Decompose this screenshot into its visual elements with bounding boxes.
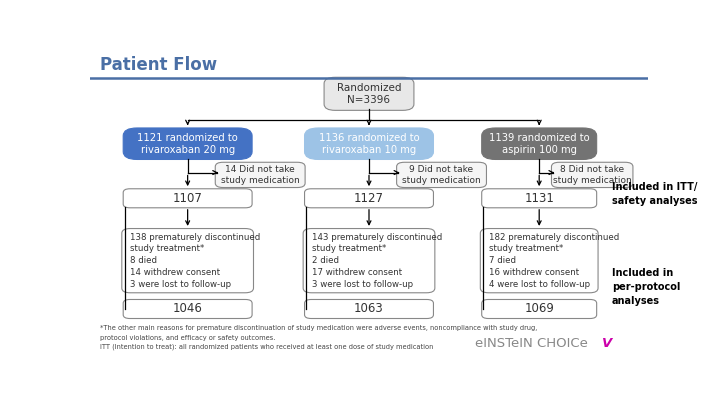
- Text: 1136 randomized to
rivaroxaban 10 mg: 1136 randomized to rivaroxaban 10 mg: [319, 133, 419, 155]
- Text: V: V: [602, 337, 613, 350]
- Text: *The other main reasons for premature discontinuation of study medication were a: *The other main reasons for premature di…: [100, 325, 537, 331]
- Text: 1046: 1046: [173, 303, 202, 315]
- FancyBboxPatch shape: [324, 77, 414, 110]
- Text: eINSTeIN CHOICe: eINSTeIN CHOICe: [475, 337, 588, 350]
- FancyBboxPatch shape: [123, 128, 252, 160]
- FancyBboxPatch shape: [122, 228, 253, 293]
- Text: Patient Flow: Patient Flow: [100, 56, 217, 75]
- Text: 9 Did not take
study medication: 9 Did not take study medication: [402, 165, 481, 185]
- Text: 1063: 1063: [354, 303, 384, 315]
- Text: 138 prematurely discontinued
study treatment*
8 died
14 withdrew consent
3 were : 138 prematurely discontinued study treat…: [130, 232, 261, 289]
- Text: 14 Did not take
study medication: 14 Did not take study medication: [221, 165, 300, 185]
- Text: 1121 randomized to
rivaroxaban 20 mg: 1121 randomized to rivaroxaban 20 mg: [138, 133, 238, 155]
- Text: 1127: 1127: [354, 192, 384, 205]
- Text: Randomized
N=3396: Randomized N=3396: [337, 83, 401, 104]
- Text: 1107: 1107: [173, 192, 202, 205]
- FancyBboxPatch shape: [123, 299, 252, 318]
- FancyBboxPatch shape: [305, 189, 433, 208]
- Text: Included in ITT/
safety analyses: Included in ITT/ safety analyses: [612, 181, 697, 206]
- FancyBboxPatch shape: [482, 189, 597, 208]
- FancyBboxPatch shape: [123, 189, 252, 208]
- FancyBboxPatch shape: [482, 299, 597, 318]
- Text: 8 Did not take
study medication: 8 Did not take study medication: [553, 165, 631, 185]
- FancyBboxPatch shape: [480, 228, 598, 293]
- Text: 1131: 1131: [524, 192, 554, 205]
- FancyBboxPatch shape: [482, 128, 597, 160]
- Text: 182 prematurely discontinued
study treatment*
7 died
16 withdrew consent
4 were : 182 prematurely discontinued study treat…: [489, 232, 619, 289]
- FancyBboxPatch shape: [305, 299, 433, 318]
- FancyBboxPatch shape: [303, 228, 435, 293]
- Text: 1139 randomized to
aspirin 100 mg: 1139 randomized to aspirin 100 mg: [489, 133, 590, 155]
- Text: 143 prematurely discontinued
study treatment*
2 died
17 withdrew consent
3 were : 143 prematurely discontinued study treat…: [312, 232, 442, 289]
- Text: Included in
per-protocol
analyses: Included in per-protocol analyses: [612, 268, 680, 306]
- Text: ITT (Intention to treat): all randomized patients who received at least one dose: ITT (Intention to treat): all randomized…: [100, 344, 433, 350]
- Text: protocol violations, and efficacy or safety outcomes.: protocol violations, and efficacy or saf…: [100, 335, 276, 341]
- FancyBboxPatch shape: [305, 128, 433, 160]
- Text: 1069: 1069: [524, 303, 554, 315]
- FancyBboxPatch shape: [552, 162, 633, 188]
- FancyBboxPatch shape: [215, 162, 305, 188]
- FancyBboxPatch shape: [397, 162, 487, 188]
